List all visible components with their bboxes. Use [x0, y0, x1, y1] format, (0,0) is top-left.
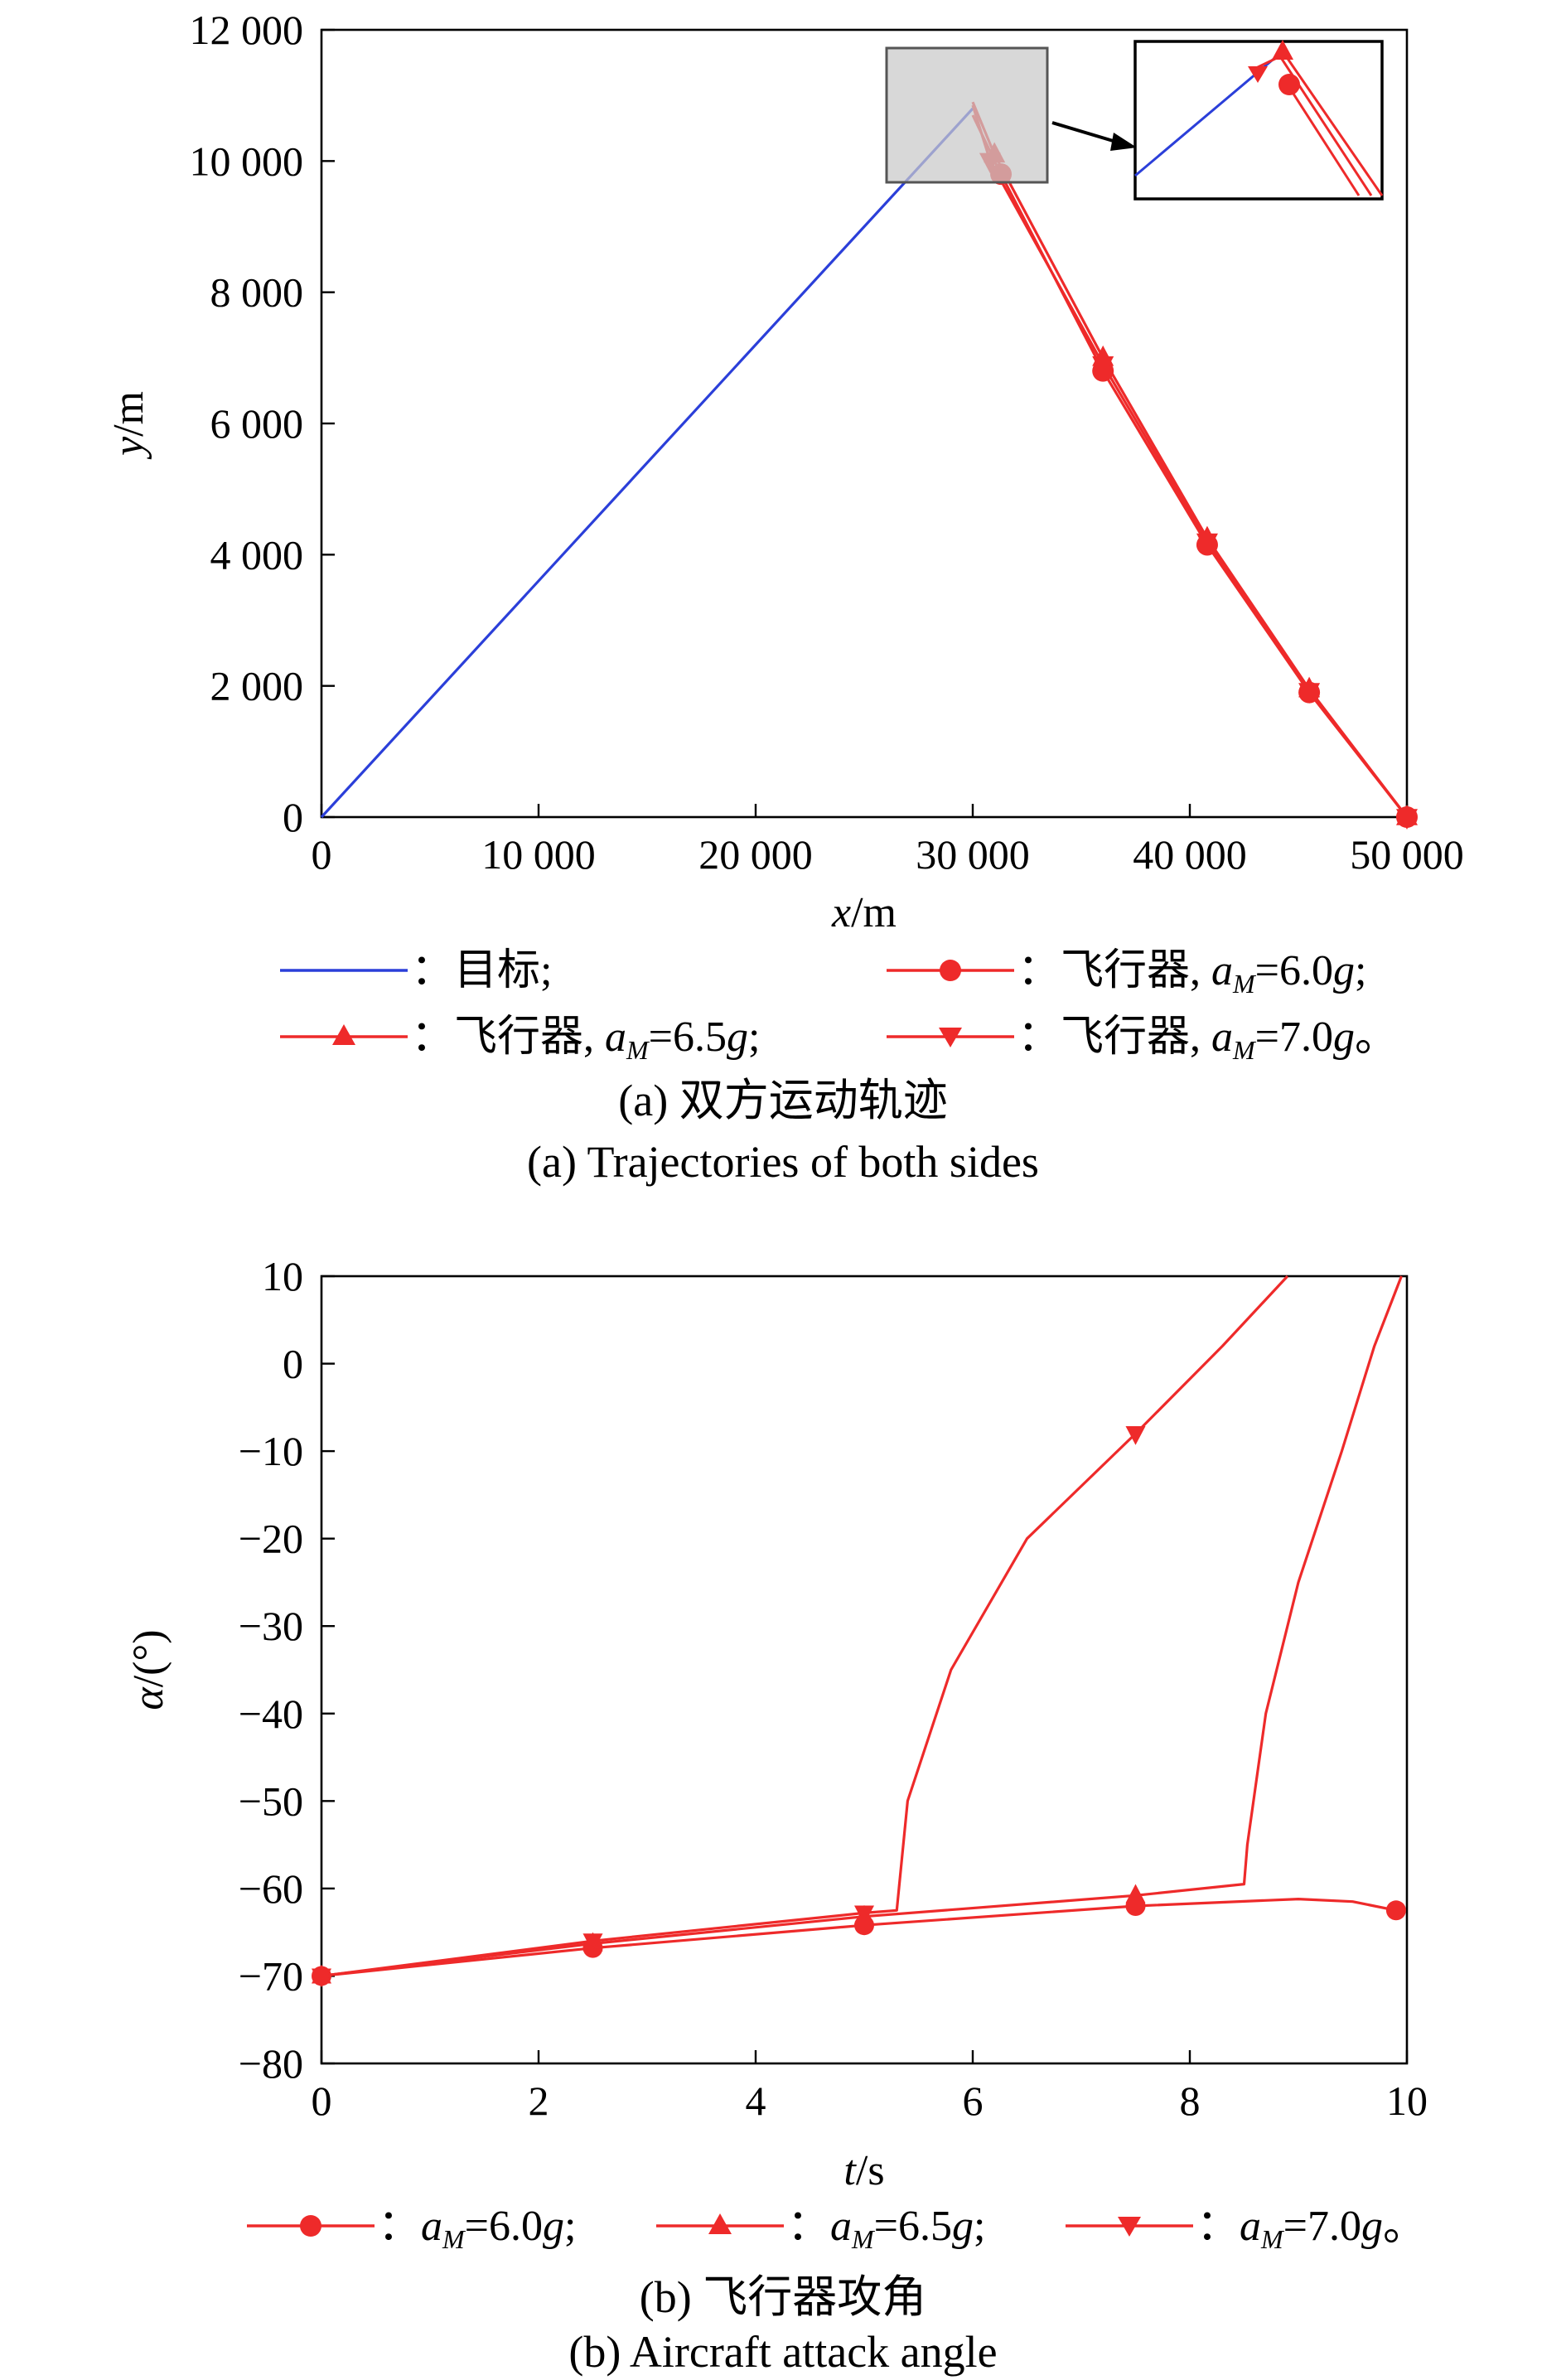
chart-b-caption-cn: (b) 飞行器攻角 [640, 2272, 926, 2322]
y-tick-label: −80 [239, 2040, 303, 2087]
series-line [320, 107, 974, 819]
inset-marker-circle [1278, 74, 1300, 95]
zoom-highlight-box [885, 46, 1049, 184]
data-point-triangle-down [1196, 533, 1218, 554]
y-tick-label: −60 [239, 1865, 303, 1912]
y-tick-label: −10 [239, 1428, 303, 1474]
legend-item-6-5g: ：aM=6.5g; [656, 2203, 985, 2254]
y-tick-label: 12 000 [190, 7, 304, 53]
data-point-triangle-down [1125, 1426, 1146, 1445]
data-point-circle [1385, 1900, 1406, 1921]
legend-item-target: ：目标; [280, 947, 552, 994]
x-tick-label: 8 [1180, 2078, 1201, 2124]
data-point-triangle-down [1396, 809, 1418, 830]
inset-marker-triangle-up [1272, 40, 1293, 60]
legend-item-6-5g: ：飞行器, aM=6.5g; [280, 1013, 760, 1065]
chart-a-ticks: 0 10 000 20 000 30 000 40 000 50 000 0 2 000 4 0… [190, 7, 1464, 878]
legend-marker-triangle-up [708, 2213, 732, 2234]
legend-item-6-0g: ：aM=6.0g; [247, 2203, 576, 2254]
x-tick-label: 20 000 [698, 831, 813, 878]
legend-label: ：aM=6.0g; [378, 2203, 576, 2254]
legend-label: ：目标; [411, 947, 552, 994]
legend-label: ：aM=7.0g。 [1196, 2203, 1426, 2254]
chart-a-ylabel: y/m [105, 391, 152, 460]
y-tick-label: −50 [239, 1778, 303, 1824]
legend-label: ：aM=6.5g; [787, 2203, 985, 2254]
chart-a-caption-cn: (a) 双方运动轨迹 [618, 1076, 947, 1125]
data-point-triangle-down [582, 1933, 603, 1953]
chart-b-legend: ：aM=6.0g; ：aM=6.5g; ：aM=7.0g。 [247, 2203, 1426, 2254]
inset-marker-triangle-down [1248, 66, 1268, 83]
legend-marker-triangle-down [939, 1028, 962, 1047]
y-tick-label: −20 [239, 1516, 303, 1562]
data-point-triangle-up [1125, 1884, 1146, 1904]
data-point-triangle-down [1092, 356, 1114, 377]
legend-marker-triangle-up [332, 1024, 355, 1045]
x-tick-label: 30 000 [916, 831, 1030, 878]
chart-a-series [320, 101, 1418, 830]
y-tick-label: −30 [239, 1603, 303, 1649]
chart-a-xlabel: x/m [831, 889, 897, 936]
inset-series-line [1283, 79, 1361, 196]
zoom-arrow [1051, 121, 1119, 144]
y-tick-label: 6 000 [210, 400, 304, 447]
chart-a-legend: ：目标; ：飞行器, aM=6.0g; ：飞行器, aM=6.5g; ：飞行器,… [280, 947, 1398, 1065]
legend-label: ：飞行器, aM=7.0g。 [1017, 1013, 1398, 1065]
data-point-triangle-down [312, 1968, 331, 1988]
y-tick-label: 10 000 [190, 138, 304, 184]
y-tick-label: 4 000 [210, 531, 304, 578]
data-point-triangle-down [1298, 683, 1321, 704]
x-tick-label: 40 000 [1133, 831, 1247, 878]
series-line [321, 1275, 1403, 1977]
chart-b-caption-en: (b) Aircraft attack angle [568, 2327, 997, 2377]
legend-marker-triangle-down [1118, 2217, 1141, 2237]
legend-item-7-0g: ：飞行器, aM=7.0g。 [887, 1013, 1398, 1065]
legend-marker-circle [300, 2215, 321, 2237]
x-tick-label: 0 [312, 831, 332, 878]
chart-b-xlabel: t/s [843, 2147, 884, 2194]
x-tick-label: 4 [746, 2078, 766, 2124]
y-tick-label: −40 [239, 1691, 303, 1737]
data-point-triangle-down [854, 1905, 874, 1925]
chart-b-ylabel: α/(°) [125, 1629, 172, 1710]
chart-b-attack-angle: 0 2 4 6 8 10 10 0 −10 −20 −30 −40 −50 −60 −70 −80 t/s α… [125, 1253, 1428, 2377]
series-line [971, 101, 1409, 818]
legend-marker-circle [940, 960, 961, 981]
chart-b-series [312, 1275, 1406, 1988]
y-tick-label: 2 000 [210, 663, 304, 709]
chart-b-plot-frame [320, 1275, 1409, 2065]
chart-b-ticks: 0 2 4 6 8 10 10 0 −10 −20 −30 −40 −50 −60 −70 −80 [239, 1253, 1428, 2124]
zoom-inset [1133, 40, 1384, 201]
zoom-arrowhead [1110, 133, 1137, 151]
legend-label: ：飞行器, aM=6.0g; [1017, 947, 1366, 999]
legend-item-6-0g: ：飞行器, aM=6.0g; [887, 947, 1366, 999]
y-tick-label: 0 [283, 1341, 303, 1387]
x-tick-label: 50 000 [1350, 831, 1464, 878]
y-tick-label: 0 [283, 794, 303, 840]
chart-a-trajectories: 0 10 000 20 000 30 000 40 000 50 000 0 2 000 4 0… [105, 7, 1464, 1187]
legend-item-7-0g: ：aM=7.0g。 [1066, 2203, 1426, 2254]
y-tick-label: 8 000 [210, 269, 304, 316]
y-tick-label: −70 [239, 1952, 303, 1999]
chart-a-caption-en: (a) Trajectories of both sides [527, 1137, 1039, 1187]
legend-label: ：飞行器, aM=6.5g; [411, 1013, 760, 1065]
x-tick-label: 10 000 [481, 831, 596, 878]
series-line [321, 1275, 1289, 1977]
x-tick-label: 6 [963, 2078, 984, 2124]
series-line [971, 104, 1409, 818]
x-tick-label: 2 [529, 2078, 549, 2124]
x-tick-label: 0 [312, 2078, 332, 2124]
x-tick-label: 10 [1386, 2078, 1428, 2124]
y-tick-label: 10 [262, 1253, 303, 1299]
series-line [971, 114, 1409, 818]
